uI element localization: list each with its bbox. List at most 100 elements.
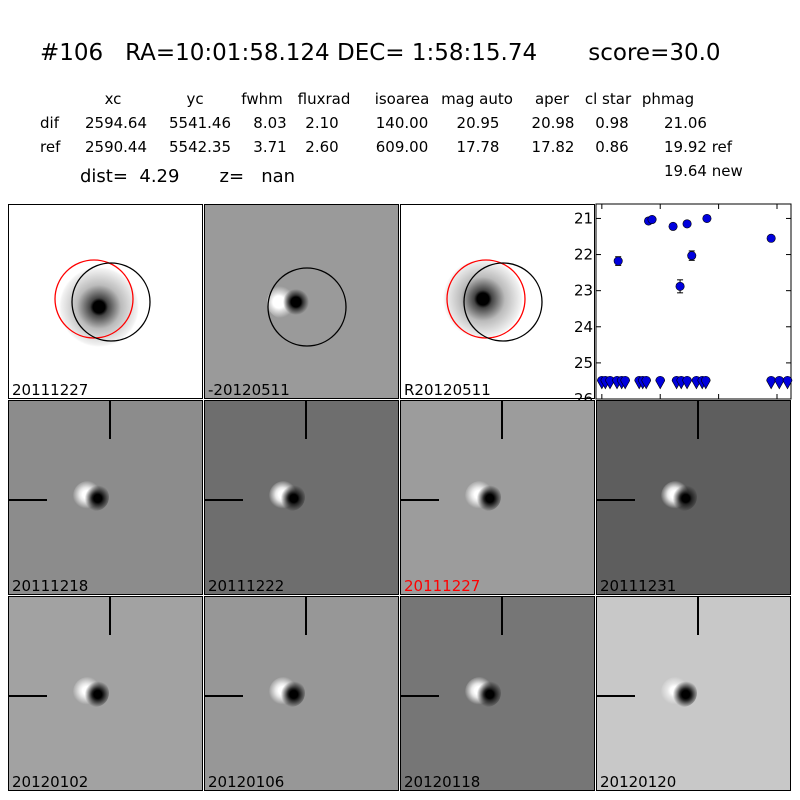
data-point	[682, 219, 692, 229]
crosshair-vertical	[501, 401, 503, 439]
table-cell: 2594.64	[84, 114, 148, 132]
cutout-stamp[interactable]: 20120120	[596, 596, 791, 791]
table-cell: 2.10	[305, 114, 339, 132]
data-point	[675, 281, 685, 291]
panel-label: R20120511	[404, 381, 491, 399]
upper-limit-marker	[782, 375, 793, 390]
crosshair-horizontal	[205, 499, 243, 501]
reference-image-panel[interactable]: R20120511	[400, 204, 595, 399]
crosshair-vertical	[697, 597, 699, 635]
source-blob	[473, 679, 501, 707]
panel-label: -20120511	[208, 381, 290, 399]
source-blob	[669, 483, 697, 511]
y-tick-label: 24	[574, 318, 593, 336]
column-header: mag auto	[441, 90, 513, 108]
light-curve-chart: 212223242526050100150	[574, 203, 793, 420]
table-cell: 0.86	[595, 138, 629, 156]
aperture-circles	[446, 259, 543, 342]
column-header: isoarea	[374, 90, 430, 108]
cutout-stamp[interactable]: 20120106	[204, 596, 399, 791]
aperture-circles	[267, 267, 347, 347]
upper-limit-marker	[766, 375, 776, 390]
stamp-label: 20111222	[208, 577, 285, 595]
upper-limit-marker	[641, 375, 652, 390]
y-tick-label: 25	[574, 354, 593, 372]
data-point	[702, 213, 712, 223]
y-tick-label: 23	[574, 282, 593, 300]
table-cell: 0.98	[595, 114, 629, 132]
stamp-label: 20120106	[208, 773, 285, 791]
data-point	[687, 251, 697, 261]
cutout-stamp[interactable]: 20111218	[8, 400, 203, 595]
column-header: xc	[104, 90, 122, 108]
source-blob	[277, 679, 305, 707]
table-cell: 2590.44	[84, 138, 148, 156]
source-blob	[283, 289, 309, 315]
crosshair-horizontal	[9, 695, 47, 697]
table-cell: 609.00	[375, 138, 429, 156]
table-cell: 17.82	[531, 138, 575, 156]
y-tick-label: 22	[574, 246, 593, 264]
crosshair-vertical	[109, 597, 111, 635]
crosshair-horizontal	[401, 695, 439, 697]
source-blob	[81, 679, 109, 707]
source-blob	[473, 483, 501, 511]
data-point	[613, 256, 623, 266]
crosshair-vertical	[697, 401, 699, 439]
upper-limit-marker	[774, 375, 785, 390]
crosshair-horizontal	[597, 499, 635, 501]
stamp-label: 20111218	[12, 577, 89, 595]
crosshair-horizontal	[597, 695, 635, 697]
upper-limit-marker	[655, 375, 666, 390]
crosshair-vertical	[305, 401, 307, 439]
data-point	[647, 215, 657, 225]
upper-limit-marker	[700, 375, 711, 390]
cutout-stamp[interactable]: 20111231	[596, 400, 791, 595]
new-phmag: 19.64 new	[664, 162, 743, 180]
column-header: aper	[534, 90, 570, 108]
difference-image-panel[interactable]: -20120511	[204, 204, 399, 399]
crosshair-horizontal	[9, 499, 47, 501]
stamp-label: 20111227	[404, 577, 481, 595]
upper-limit-marker	[682, 375, 692, 390]
cutout-stamp[interactable]: 20111227	[400, 400, 595, 595]
crosshair-vertical	[109, 401, 111, 439]
table-cell: 19.92 ref	[664, 138, 733, 156]
stamp-label: 20120118	[404, 773, 481, 791]
stamp-label: 20120102	[12, 773, 89, 791]
data-point	[766, 233, 776, 243]
crosshair-horizontal	[205, 695, 243, 697]
table-cell: 140.00	[375, 114, 429, 132]
column-header: yc	[186, 90, 204, 108]
cutout-stamp[interactable]: 20120102	[8, 596, 203, 791]
crosshair-vertical	[305, 597, 307, 635]
data-point	[668, 221, 678, 231]
distance-redshift: dist= 4.29 z= nan	[80, 166, 296, 187]
aperture-circles	[54, 259, 151, 342]
table-cell: 20.98	[531, 114, 575, 132]
panel-label: 20111227	[12, 381, 89, 399]
table-cell: 21.06	[664, 114, 707, 132]
cutout-stamp[interactable]: 20111222	[204, 400, 399, 595]
light-curve-panel[interactable]: 212223242526050100150	[574, 203, 793, 420]
table-cell: 3.71	[253, 138, 287, 156]
stamp-label: 20111231	[600, 577, 677, 595]
column-header: fwhm	[241, 90, 283, 108]
table-cell: 20.95	[456, 114, 500, 132]
crosshair-vertical	[501, 597, 503, 635]
row-label: dif	[40, 114, 59, 132]
table-cell: 17.78	[456, 138, 500, 156]
candidate-title: #106 RA=10:01:58.124 DEC= 1:58:15.74 sco…	[40, 40, 721, 66]
cutout-stamp[interactable]: 20120118	[400, 596, 595, 791]
column-header: fluxrad	[297, 90, 351, 108]
y-tick-label: 21	[574, 209, 593, 227]
science-image-panel[interactable]: 20111227	[8, 204, 203, 399]
plot-frame	[595, 203, 792, 400]
source-blob	[81, 483, 109, 511]
column-header: phmag	[641, 90, 695, 108]
column-header: cl star	[584, 90, 632, 108]
table-cell: 5541.46	[168, 114, 232, 132]
table-cell: 5542.35	[168, 138, 232, 156]
upper-limit-marker	[620, 375, 630, 390]
table-cell: 8.03	[253, 114, 287, 132]
